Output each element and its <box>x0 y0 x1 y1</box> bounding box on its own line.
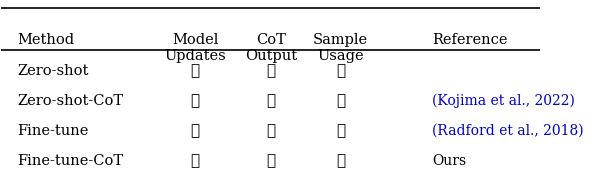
Text: ✓: ✓ <box>336 124 345 138</box>
Text: ✗: ✗ <box>266 64 275 78</box>
Text: Model
Updates: Model Updates <box>164 33 226 63</box>
Text: Ours: Ours <box>432 154 466 168</box>
Text: Fine-tune: Fine-tune <box>17 124 89 138</box>
Text: Sample
Usage: Sample Usage <box>313 33 368 63</box>
Text: Reference: Reference <box>432 33 508 47</box>
Text: ✓: ✓ <box>336 154 345 168</box>
Text: ✗: ✗ <box>336 64 345 78</box>
Text: ✓: ✓ <box>266 94 275 108</box>
Text: ✓: ✓ <box>191 154 200 168</box>
Text: ✗: ✗ <box>191 64 200 78</box>
Text: ✗: ✗ <box>266 124 275 138</box>
Text: (Radford et al., 2018): (Radford et al., 2018) <box>432 124 584 138</box>
Text: (Kojima et al., 2022): (Kojima et al., 2022) <box>432 94 575 108</box>
Text: Method: Method <box>17 33 74 47</box>
Text: ✓: ✓ <box>191 124 200 138</box>
Text: ✗: ✗ <box>336 94 345 108</box>
Text: CoT
Output: CoT Output <box>245 33 297 63</box>
Text: ✗: ✗ <box>191 94 200 108</box>
Text: Fine-tune-CoT: Fine-tune-CoT <box>17 154 124 168</box>
Text: ✓: ✓ <box>266 154 275 168</box>
Text: Zero-shot: Zero-shot <box>17 64 89 78</box>
Text: Zero-shot-CoT: Zero-shot-CoT <box>17 94 124 108</box>
